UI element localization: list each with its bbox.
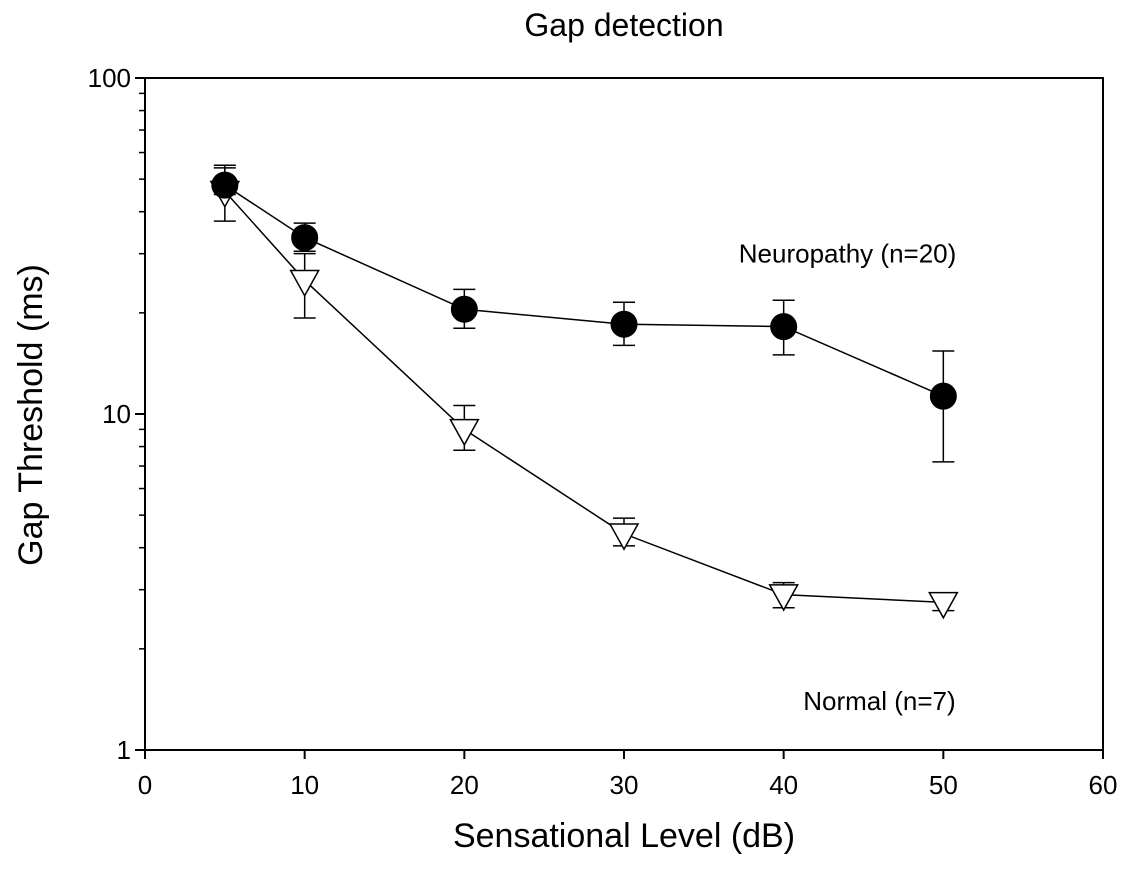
- data-point-neuropathy: [291, 224, 319, 252]
- data-point-normal: [449, 418, 480, 447]
- x-tick-label: 20: [450, 770, 479, 800]
- series-line: [224, 190, 944, 604]
- x-tick-label: 50: [929, 770, 958, 800]
- x-tick-label: 0: [138, 770, 152, 800]
- series-neuropathy: [211, 167, 957, 463]
- y-axis-label: Gap Threshold (ms): [12, 264, 50, 566]
- data-point-neuropathy: [610, 310, 638, 338]
- data-series: [209, 164, 959, 620]
- y-tick-label: 1: [117, 735, 131, 765]
- data-point-neuropathy: [770, 313, 798, 341]
- data-point-normal: [928, 591, 959, 620]
- data-point-neuropathy: [211, 171, 239, 199]
- series-line: [224, 184, 944, 397]
- y-tick-label: 10: [102, 399, 131, 429]
- plot-frame: [144, 77, 1104, 751]
- axes: 0 10 20 30 40 50 60 1 10 100: [88, 63, 1118, 800]
- normal-series-label: Normal (n=7): [803, 686, 955, 716]
- x-tick-label: 60: [1089, 770, 1118, 800]
- neuropathy-series-label: Neuropathy (n=20): [739, 239, 957, 269]
- x-axis-label: Sensational Level (dB): [453, 817, 795, 855]
- series-normal: [209, 164, 959, 620]
- data-point-normal: [608, 523, 640, 551]
- data-point-normal: [768, 584, 799, 612]
- chart-title: Gap detection: [524, 7, 723, 43]
- x-tick-label: 40: [769, 770, 798, 800]
- x-tick-label: 30: [610, 770, 639, 800]
- x-tick-label: 10: [290, 770, 319, 800]
- data-point-neuropathy: [929, 382, 957, 410]
- y-tick-label: 100: [88, 63, 131, 93]
- data-point-neuropathy: [450, 295, 478, 323]
- data-point-normal: [289, 269, 320, 298]
